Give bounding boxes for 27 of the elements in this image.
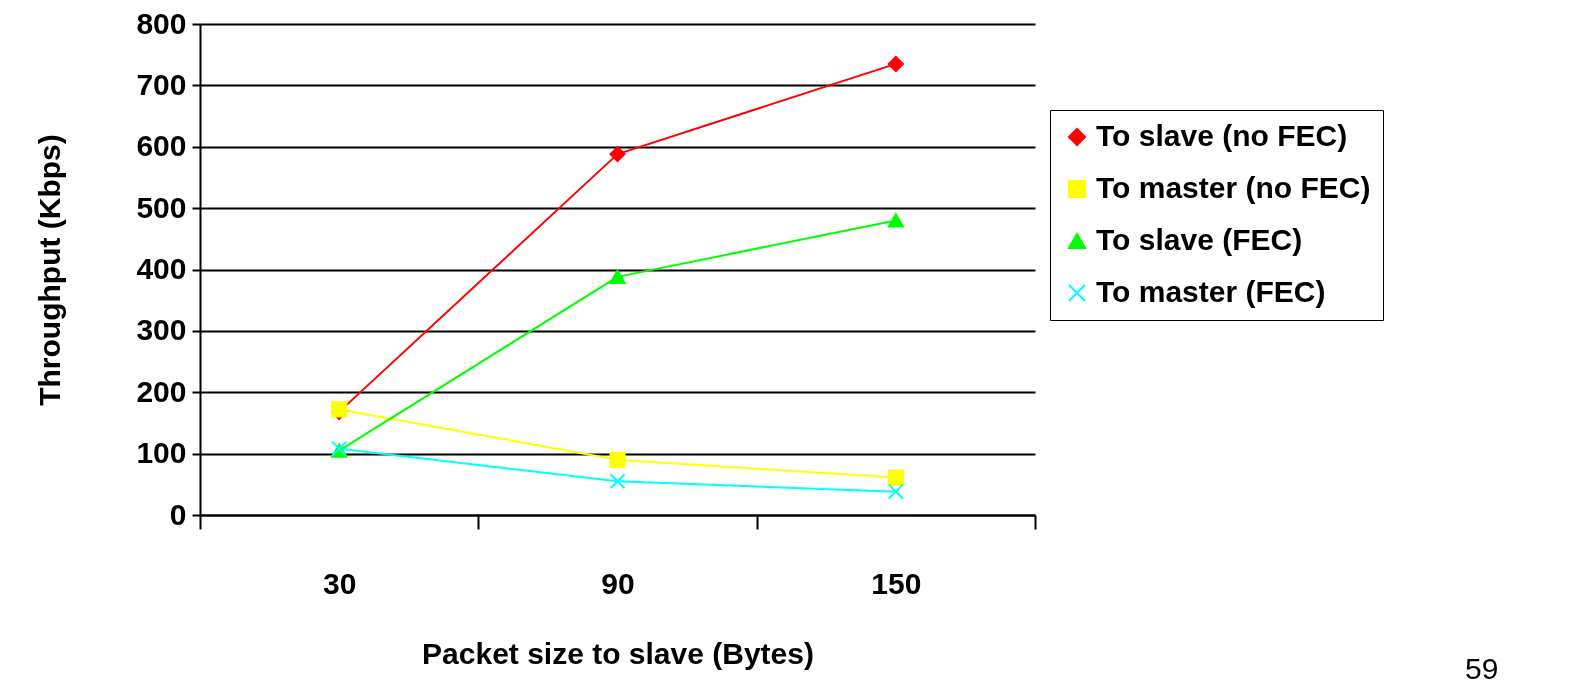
y-tick-label: 500: [136, 190, 187, 224]
legend-label: To master (FEC): [1096, 275, 1326, 308]
point: [887, 55, 904, 72]
legend-label: To slave (no FEC): [1096, 119, 1348, 152]
y-tick-label: 200: [136, 374, 187, 408]
y-tick-label: 400: [136, 252, 187, 285]
point: [609, 146, 626, 163]
point: [887, 213, 904, 228]
y-tick-label: 100: [136, 436, 187, 470]
point: [887, 469, 904, 486]
y-tick-label: 0: [169, 497, 187, 531]
x-tick-label: 150: [871, 566, 922, 600]
legend-label: To slave (FEC): [1096, 223, 1303, 256]
x-axis-title: Packet size to slave (Bytes): [422, 636, 814, 670]
point: [609, 451, 626, 468]
x-tick-label: 90: [601, 566, 635, 600]
y-tick-label: 800: [136, 6, 187, 40]
point: [887, 483, 904, 500]
x-tick-label: 30: [322, 566, 357, 600]
y-tick-label: 300: [136, 313, 187, 347]
legend-label: To master (no FEC): [1096, 171, 1371, 204]
point: [609, 269, 626, 284]
y-axis-title: Throughput (Kbps): [33, 134, 67, 406]
point: [609, 473, 626, 490]
text: 59: [1465, 652, 1499, 686]
y-tick-label: 600: [136, 129, 187, 163]
y-tick-label: 700: [136, 67, 187, 101]
